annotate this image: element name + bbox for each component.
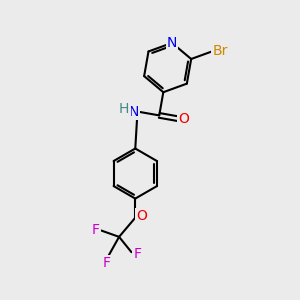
Text: N: N (167, 36, 177, 50)
Text: O: O (178, 112, 189, 126)
Text: F: F (133, 247, 141, 261)
Text: F: F (102, 256, 110, 270)
Text: F: F (92, 223, 100, 237)
Text: N: N (128, 105, 139, 118)
Text: O: O (136, 209, 147, 223)
Text: H: H (119, 102, 129, 116)
Text: Br: Br (212, 44, 228, 58)
